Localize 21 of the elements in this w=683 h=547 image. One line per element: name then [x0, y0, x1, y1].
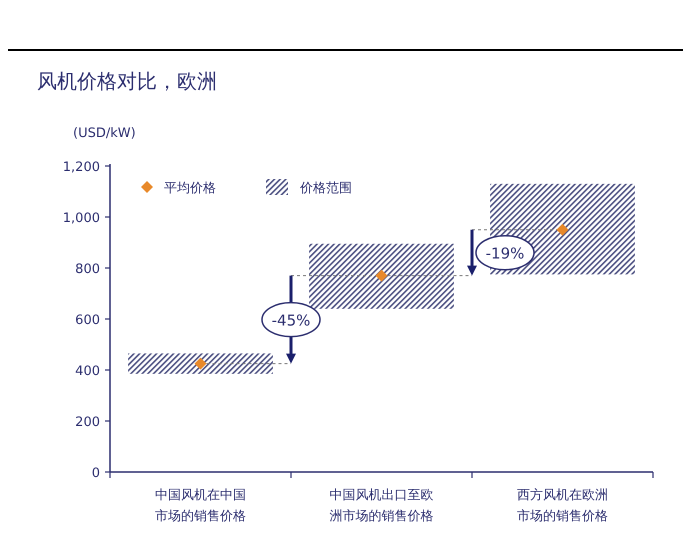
point — [556, 224, 568, 236]
point — [194, 358, 206, 370]
y-tick-label: 600 — [75, 313, 100, 328]
x-tick-label: 中国风机出口至欧洲市场的销售价格 — [330, 488, 434, 524]
y-tick-label: 200 — [75, 415, 100, 430]
chart-title: 风机价格对比，欧洲 — [37, 69, 217, 93]
x-tick-label: 西方风机在欧洲市场的销售价格 — [517, 487, 608, 524]
annotation: -45% — [272, 312, 310, 330]
y-tick-label: 1,000 — [62, 211, 100, 226]
x-tick-label: 中国风机在中国市场的销售价格 — [155, 488, 246, 524]
point — [376, 270, 388, 282]
annotation: -19% — [486, 244, 524, 263]
y-tick-label: 0 — [92, 466, 100, 481]
legend-label: 平均价格 — [164, 181, 216, 196]
bar — [128, 353, 273, 374]
y-tick-label: 1,200 — [62, 160, 100, 175]
bar — [309, 244, 454, 309]
y-axis-title: (USD/kW) — [73, 126, 136, 141]
legend-label: 价格范围 — [299, 181, 352, 196]
y-tick-label: 400 — [75, 364, 100, 379]
y-tick-label: 800 — [75, 262, 100, 277]
